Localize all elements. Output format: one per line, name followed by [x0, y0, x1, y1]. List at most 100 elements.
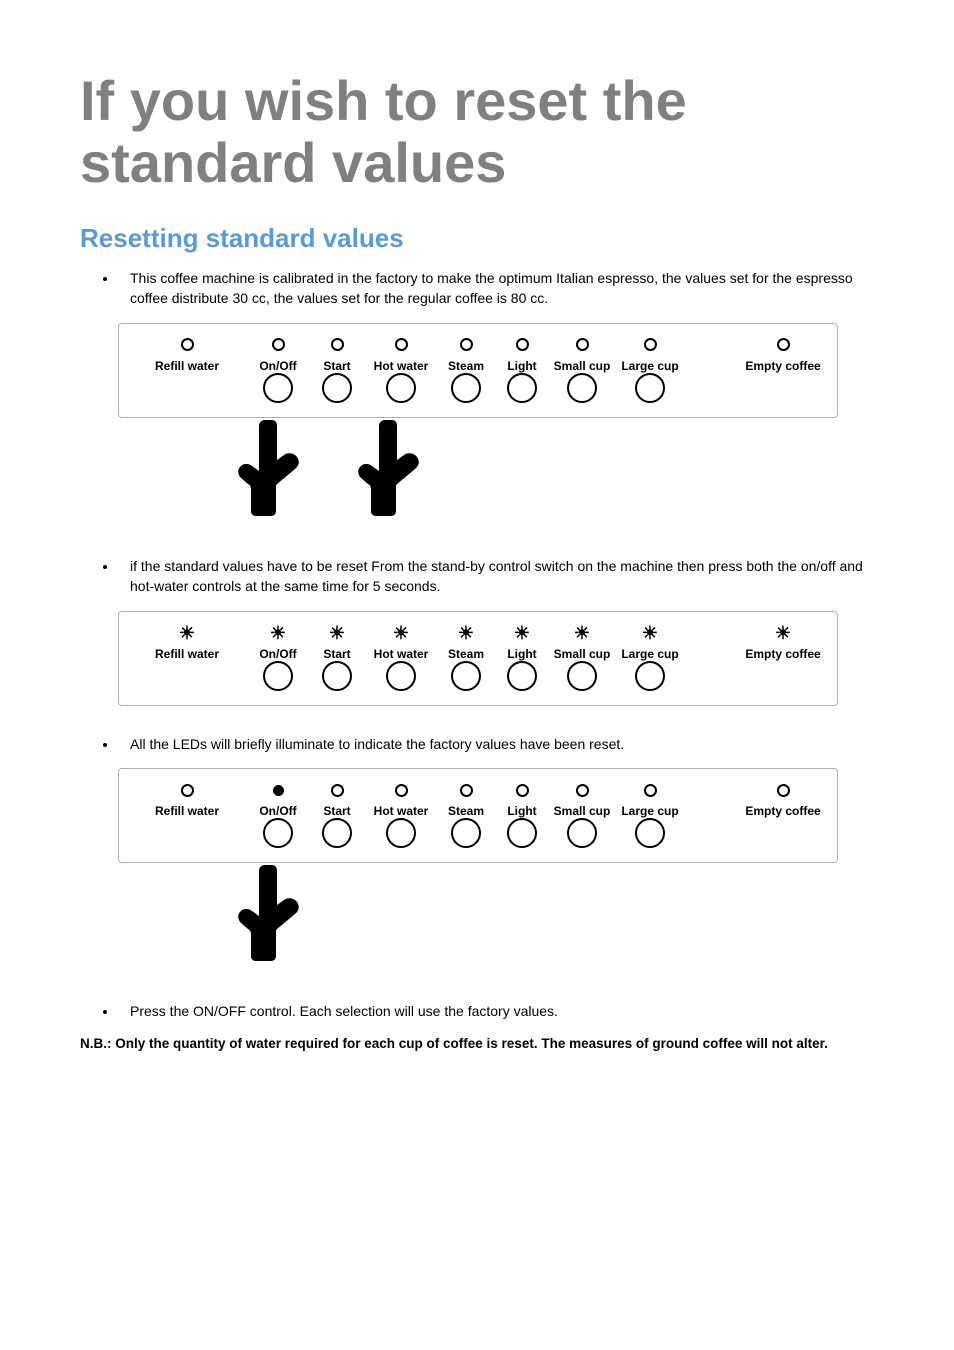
- led-steam-sun: ☀: [458, 624, 474, 642]
- btn-start[interactable]: [322, 373, 352, 403]
- label-small: Small cup: [554, 805, 611, 818]
- led-onoff: [272, 336, 285, 354]
- label-refill: Refill water: [155, 648, 219, 661]
- led-start-sun: ☀: [329, 624, 345, 642]
- btn-hot[interactable]: [386, 661, 416, 691]
- button-row: [127, 373, 829, 403]
- led-empty-sun: ☀: [775, 624, 791, 642]
- btn-light[interactable]: [507, 661, 537, 691]
- btn-hot[interactable]: [386, 373, 416, 403]
- bullet-list: Press the ON/OFF control. Each selection…: [80, 1001, 874, 1021]
- btn-steam[interactable]: [451, 818, 481, 848]
- label-large: Large cup: [621, 648, 678, 661]
- label-large: Large cup: [621, 805, 678, 818]
- led-hot: [395, 781, 408, 799]
- label-steam: Steam: [448, 805, 484, 818]
- btn-small[interactable]: [567, 818, 597, 848]
- cell-steam: Steam: [437, 336, 495, 373]
- label-steam: Steam: [448, 360, 484, 373]
- label-empty: Empty coffee: [745, 805, 820, 818]
- led-large-sun: ☀: [642, 624, 658, 642]
- led-refill-sun: ☀: [179, 624, 195, 642]
- cell-onoff: On/Off: [247, 336, 309, 373]
- label-refill: Refill water: [155, 360, 219, 373]
- cell-large: Large cup: [615, 336, 685, 373]
- section-heading: Resetting standard values: [80, 223, 874, 254]
- btn-steam[interactable]: [451, 661, 481, 691]
- page-title: If you wish to reset the standard values: [80, 70, 874, 193]
- led-small: [576, 781, 589, 799]
- label-light: Light: [507, 360, 536, 373]
- cell-empty: Empty coffee: [737, 781, 829, 818]
- led-light: [516, 336, 529, 354]
- led-empty: [777, 781, 790, 799]
- label-hot: Hot water: [374, 360, 429, 373]
- label-small: Small cup: [554, 360, 611, 373]
- bullet-list: All the LEDs will briefly illuminate to …: [80, 734, 874, 754]
- middle-group: On/Off Start Hot water Steam Light: [247, 336, 685, 373]
- panel-wrap-1: Refill water On/Off Start Hot water Ste: [118, 323, 874, 528]
- label-light: Light: [507, 805, 536, 818]
- btn-onoff[interactable]: [263, 661, 293, 691]
- btn-large[interactable]: [635, 818, 665, 848]
- label-steam: Steam: [448, 648, 484, 661]
- led-onoff-sun: ☀: [270, 624, 286, 642]
- cell-refill: ☀ Refill water: [127, 624, 247, 661]
- hand-icon: [238, 863, 308, 963]
- cell-empty: Empty coffee: [737, 336, 829, 373]
- btn-steam[interactable]: [451, 373, 481, 403]
- nb-note: N.B.: Only the quantity of water require…: [80, 1036, 874, 1051]
- btn-onoff[interactable]: [263, 818, 293, 848]
- led-start: [331, 336, 344, 354]
- btn-light[interactable]: [507, 373, 537, 403]
- led-small-sun: ☀: [574, 624, 590, 642]
- btn-start[interactable]: [322, 661, 352, 691]
- btn-small[interactable]: [567, 373, 597, 403]
- led-large: [644, 336, 657, 354]
- label-hot: Hot water: [374, 805, 429, 818]
- label-small: Small cup: [554, 648, 611, 661]
- led-row: Refill water On/Off Start Hot water Ste: [127, 336, 829, 373]
- btn-light[interactable]: [507, 818, 537, 848]
- led-refill: [181, 781, 194, 799]
- control-panel-3: Refill water On/Off Start Hot water Stea…: [118, 768, 838, 863]
- label-start: Start: [323, 805, 350, 818]
- hands-1: [238, 418, 874, 528]
- btn-large[interactable]: [635, 373, 665, 403]
- label-empty: Empty coffee: [745, 648, 820, 661]
- cell-small: Small cup: [549, 336, 615, 373]
- btn-onoff[interactable]: [263, 373, 293, 403]
- label-onoff: On/Off: [259, 805, 296, 818]
- bullet-item: This coffee machine is calibrated in the…: [118, 268, 874, 309]
- btn-start[interactable]: [322, 818, 352, 848]
- led-refill: [181, 336, 194, 354]
- btn-small[interactable]: [567, 661, 597, 691]
- bullet-list: if the standard values have to be reset …: [80, 556, 874, 597]
- cell-empty: ☀ Empty coffee: [737, 624, 829, 661]
- middle-group: ☀On/Off ☀Start ☀Hot water ☀Steam ☀Light …: [247, 624, 685, 661]
- led-start: [331, 781, 344, 799]
- control-panel-1: Refill water On/Off Start Hot water Ste: [118, 323, 838, 418]
- bullet-list: This coffee machine is calibrated in the…: [80, 268, 874, 309]
- label-start: Start: [323, 360, 350, 373]
- led-small: [576, 336, 589, 354]
- led-row: Refill water On/Off Start Hot water Stea…: [127, 781, 829, 818]
- label-empty: Empty coffee: [745, 360, 820, 373]
- led-light-sun: ☀: [514, 624, 530, 642]
- bullet-item: Press the ON/OFF control. Each selection…: [118, 1001, 874, 1021]
- cell-refill: Refill water: [127, 336, 247, 373]
- label-onoff: On/Off: [259, 648, 296, 661]
- btn-hot[interactable]: [386, 818, 416, 848]
- hand-icon: [358, 418, 428, 518]
- btn-large[interactable]: [635, 661, 665, 691]
- led-steam: [460, 336, 473, 354]
- led-light: [516, 781, 529, 799]
- panel-wrap-3: Refill water On/Off Start Hot water Stea…: [118, 768, 874, 973]
- label-light: Light: [507, 648, 536, 661]
- cell-hot: Hot water: [365, 336, 437, 373]
- led-steam: [460, 781, 473, 799]
- led-row: ☀ Refill water ☀On/Off ☀Start ☀Hot water…: [127, 624, 829, 661]
- bullet-item: All the LEDs will briefly illuminate to …: [118, 734, 874, 754]
- hands-3: [238, 863, 874, 973]
- label-large: Large cup: [621, 360, 678, 373]
